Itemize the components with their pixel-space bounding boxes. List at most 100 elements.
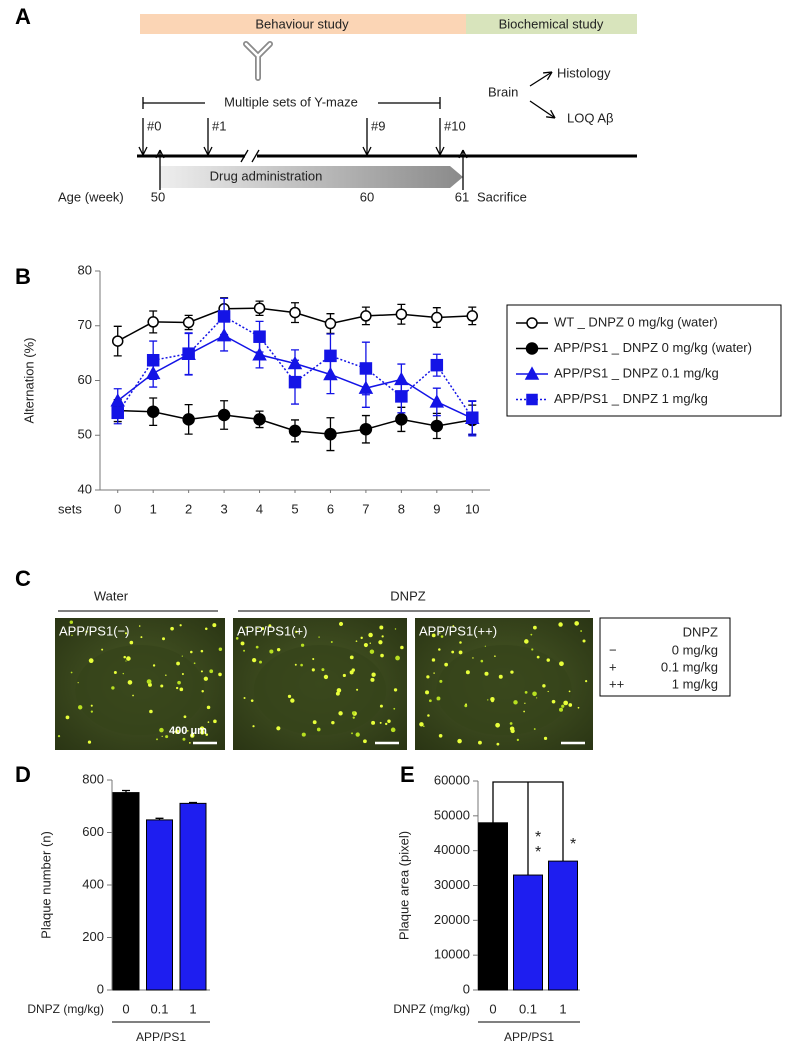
- dose-symbol: −: [609, 642, 617, 657]
- plaque-dot: [338, 621, 344, 627]
- y-axis-label: Alternation (%): [21, 338, 36, 424]
- tissue-region: [75, 645, 205, 735]
- marker: [111, 335, 124, 347]
- marker: [289, 306, 301, 319]
- y-tick-label: 10000: [434, 947, 470, 962]
- legend-box: [506, 304, 782, 417]
- x-tick-label: 10: [465, 501, 479, 516]
- plaque-dot: [183, 715, 187, 719]
- marker: [395, 390, 408, 403]
- plaque-dot: [69, 620, 74, 624]
- tissue-region: [436, 645, 572, 735]
- plaque-dot: [259, 660, 262, 664]
- plaque-dot: [484, 671, 489, 676]
- plaque-dot: [355, 732, 360, 737]
- plaque-dot: [439, 632, 441, 634]
- ymaze-icon-inner: [244, 42, 272, 80]
- y-tick-label: 70: [78, 317, 92, 332]
- plaque-dot: [458, 650, 463, 655]
- y-tick-label: 600: [82, 824, 104, 839]
- y-tick-label: 60: [78, 372, 92, 387]
- x-tick-label: 8: [398, 501, 405, 516]
- plaque-dot: [243, 649, 246, 652]
- set-arrow-head: [138, 146, 148, 156]
- plaque-dot: [126, 656, 131, 661]
- plaque-dot: [384, 722, 388, 726]
- plaque-dot: [113, 670, 117, 674]
- plaque-dot: [563, 700, 569, 706]
- loq-label: LOQ Aβ: [567, 110, 614, 125]
- y-tick-label: 800: [82, 771, 104, 786]
- legend-label: WT _ DNPZ 0 mg/kg (water): [554, 314, 718, 329]
- plaque-dot: [355, 640, 358, 642]
- plaque-dot: [127, 680, 133, 685]
- x-tick-label: 1: [150, 501, 157, 516]
- plaque-dot: [351, 711, 356, 715]
- plaque-dot: [371, 720, 376, 725]
- plaque-dot: [85, 630, 88, 633]
- legend-marker: [526, 317, 538, 329]
- plaque-dot: [351, 668, 355, 672]
- dose-value: 0.1 mg/kg: [661, 659, 718, 674]
- plaque-dot: [363, 739, 367, 744]
- plaque-dot: [561, 704, 565, 708]
- brain-label: Brain: [488, 84, 518, 99]
- plaque-dot: [87, 740, 92, 744]
- plaque-dot: [268, 624, 272, 628]
- plaque-dot: [532, 691, 537, 697]
- plaque-dot: [352, 716, 355, 719]
- age-tick: 60: [360, 189, 374, 204]
- tissue-region: [253, 645, 387, 735]
- y-tick-label: 400: [82, 876, 104, 891]
- x-tick-label: 3: [220, 501, 227, 516]
- plaque-dot: [261, 627, 265, 631]
- plaque-dot: [559, 661, 564, 667]
- plaque-dot: [111, 686, 115, 690]
- plaque-dot: [546, 658, 550, 662]
- plaque-dot: [457, 738, 462, 744]
- plaque-dot: [156, 738, 158, 741]
- panel-label: A: [15, 4, 31, 29]
- plaque-dot: [452, 625, 455, 627]
- plaque-dot: [318, 636, 320, 638]
- plaque-dot: [379, 721, 382, 724]
- plaque-dot: [204, 627, 208, 631]
- plaque-dot: [524, 702, 526, 704]
- plaque-dot: [531, 648, 534, 651]
- plaque-dot: [200, 670, 203, 673]
- plaque-dot: [129, 640, 134, 645]
- plaque-dot: [577, 706, 580, 709]
- start-arrow-head: [155, 149, 165, 159]
- marker: [111, 406, 124, 420]
- marker: [324, 349, 337, 363]
- x-tick-label: 0: [122, 1001, 129, 1016]
- legend-label: APP/PS1 _ DNPZ 1 mg/kg: [554, 391, 708, 406]
- plaque-dot: [201, 690, 204, 693]
- plaque-dot: [356, 688, 359, 691]
- plaque-dot: [321, 668, 325, 672]
- marker: [253, 413, 266, 426]
- plaque-dot: [300, 663, 303, 667]
- plaque-dot: [300, 643, 305, 647]
- plaque-dot: [444, 662, 448, 667]
- plaque-dot: [101, 648, 104, 651]
- plaque-dot: [65, 715, 70, 720]
- plaque-dot: [240, 641, 245, 646]
- plaque-dot: [542, 684, 546, 688]
- x-tick-label: 5: [291, 501, 298, 516]
- plaque-dot: [77, 705, 83, 710]
- plaque-dot: [465, 670, 470, 675]
- plaque-dot: [245, 626, 247, 629]
- plaque-dot: [213, 719, 217, 724]
- legend-marker: [526, 393, 538, 406]
- plaque-dot: [312, 720, 317, 725]
- plaque-dot: [125, 660, 127, 662]
- panel-label: C: [15, 566, 31, 591]
- dose-legend-title: DNPZ: [683, 624, 718, 639]
- plaque-dot: [301, 732, 306, 737]
- error-bar: [189, 801, 197, 804]
- plaque-dot: [568, 690, 571, 693]
- plaque-dot: [368, 632, 373, 638]
- plaque-dot: [509, 722, 513, 725]
- plaque-dot: [349, 655, 354, 660]
